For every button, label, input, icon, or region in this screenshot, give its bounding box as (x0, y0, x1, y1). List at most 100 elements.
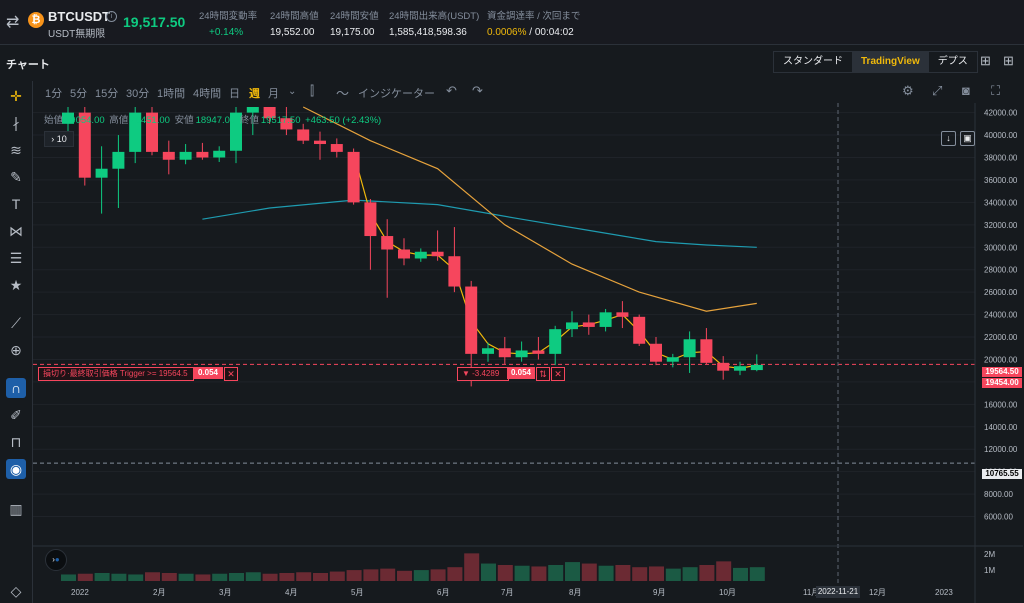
timeframe-15m[interactable]: 15分 (95, 88, 119, 100)
hide-drawings-icon[interactable]: ◉ (6, 459, 26, 479)
volume-bar (161, 573, 177, 581)
x-tick-label: 10月 (719, 588, 736, 597)
candle-body (515, 350, 528, 358)
volume-bar (598, 565, 614, 581)
layout-toggle-icon[interactable]: ▣ (960, 131, 975, 146)
fullscreen-icon[interactable]: ⤢ (932, 83, 943, 98)
redo-icon[interactable]: ↷ (472, 83, 483, 98)
collapse-toolbar-icon[interactable]: ◇ (10, 583, 22, 599)
unlock-icon[interactable]: ⊓ (10, 434, 22, 450)
volume-bar (514, 565, 530, 581)
volume-bar (329, 571, 345, 581)
maximize-icon[interactable]: ⛶ (991, 83, 1001, 98)
indicator-button[interactable]: インジケーター (358, 88, 435, 100)
timeframe-4h[interactable]: 4時間 (193, 88, 222, 100)
moving-averages (33, 103, 975, 585)
timeframe-30m[interactable]: 30分 (126, 88, 150, 100)
volume-bar (380, 568, 396, 581)
volume-bar (195, 574, 211, 581)
volume-bar (632, 567, 648, 581)
price-chart[interactable]: 42000.00 40000.00 38000.00 36000.00 34000.00… (33, 103, 1023, 603)
ruler-icon[interactable]: ⟋ (11, 315, 21, 331)
position-pnl[interactable]: ▼ -3.4289 (457, 367, 509, 381)
volume-bar (61, 574, 76, 581)
multi-line-icon[interactable]: ≋ (10, 142, 22, 158)
volume-bar (128, 574, 144, 581)
pattern-icon[interactable]: ⋈ (9, 223, 23, 239)
stat-label: 資金調達率 / 次回まで (487, 11, 581, 22)
brush-icon[interactable]: ✎ (10, 169, 22, 185)
volume-bar (464, 553, 480, 581)
indicator-icon[interactable]: 〜 (336, 86, 350, 101)
candle-body (263, 107, 276, 119)
tab-tradingview[interactable]: TradingView (852, 52, 929, 72)
timeframe-1mo[interactable]: 月 (268, 88, 279, 100)
trash-icon[interactable]: ▥ (9, 501, 23, 517)
volume-bar (346, 570, 362, 581)
trend-line-icon[interactable]: ∤ (12, 115, 20, 131)
candle-body (246, 107, 259, 113)
tab-depth[interactable]: デプス (937, 56, 968, 67)
camera-icon[interactable]: ◙ (962, 83, 970, 98)
timeframe-1w[interactable]: 週 (249, 88, 260, 100)
timeframe-1h[interactable]: 1時間 (157, 88, 186, 100)
symbol-name[interactable]: BTCUSDT (48, 9, 111, 24)
lock-draw-icon[interactable]: ✐ (10, 407, 22, 423)
close-icon[interactable]: ✕ (224, 367, 238, 381)
x-tick-label: 2月 (153, 588, 165, 597)
magnet-icon[interactable]: ∩ (6, 378, 26, 398)
stat-value: 19,175.00 (330, 27, 375, 38)
liquidation-price-label: 10765.55 (982, 469, 1022, 479)
scroll-down-icon[interactable]: ↓ (941, 131, 956, 146)
volume-bar (145, 572, 160, 581)
volume-pane-toggle[interactable]: ›● (45, 549, 67, 571)
volume-bar (313, 573, 328, 581)
y-tick-label: 42000.00 (984, 109, 1018, 118)
reverse-position-icon[interactable]: ⇅ (536, 367, 550, 381)
volume-bar (296, 572, 312, 581)
y-tick-label: 20000.00 (984, 355, 1018, 364)
crosshair-icon[interactable]: ✛ (10, 88, 22, 104)
volume-bar (565, 562, 580, 581)
undo-icon[interactable]: ↶ (446, 83, 457, 98)
volume-bar (531, 566, 547, 581)
candle-type-icon[interactable]: ⫿ (310, 83, 315, 98)
candle-body (431, 251, 444, 257)
fib-icon[interactable]: ☰ (9, 250, 23, 266)
candle-body (734, 366, 746, 371)
grid-small-icon[interactable]: ⊞ (1003, 53, 1014, 68)
volume-bar (262, 573, 278, 581)
candle-body (129, 112, 142, 152)
stop-trigger-order[interactable]: 損切り·最終取引価格 Trigger >= 19564.5 (38, 367, 194, 381)
chevron-down-icon[interactable]: ⌄ (288, 86, 297, 97)
close-icon[interactable]: ✕ (551, 367, 565, 381)
candle-body (532, 350, 545, 354)
open-value: 19054.00 (65, 115, 105, 126)
volume-bar (733, 567, 748, 581)
text-tool-icon[interactable]: T (11, 196, 21, 212)
volume-bar (665, 568, 681, 581)
info-icon[interactable]: i (106, 11, 117, 22)
candle-body (364, 202, 377, 237)
market-header: ⇄ ₿ BTCUSDT i USDT無期限 19,517.50 24時間変動率 … (0, 0, 1024, 45)
y-tick-label: 12000.00 (984, 445, 1018, 454)
ma-legend-toggle[interactable]: › 10 (44, 131, 74, 147)
star-icon[interactable]: ★ (9, 277, 23, 293)
volume-bar (178, 573, 194, 581)
timeframe-1d[interactable]: 日 (229, 88, 240, 100)
zoom-in-icon[interactable]: ⊕ (10, 342, 22, 358)
grid-layout-icon[interactable]: ⊞ (980, 53, 991, 68)
tab-standard[interactable]: スタンダード (783, 56, 843, 67)
x-tick-label: 4月 (285, 588, 297, 597)
gear-icon[interactable]: ⚙ (902, 83, 914, 98)
y-tick-label: 16000.00 (984, 400, 1018, 409)
contract-type: USDT無期限 (48, 29, 106, 40)
candle-body (599, 312, 612, 327)
swap-arrows-icon[interactable]: ⇄ (6, 14, 20, 31)
candles (62, 107, 763, 387)
volume-bar (413, 570, 429, 581)
timeframe-1m[interactable]: 1分 (45, 88, 63, 100)
x-tick-label: 5月 (351, 588, 363, 597)
close-label: 終値 (239, 115, 259, 126)
timeframe-5m[interactable]: 5分 (70, 88, 88, 100)
